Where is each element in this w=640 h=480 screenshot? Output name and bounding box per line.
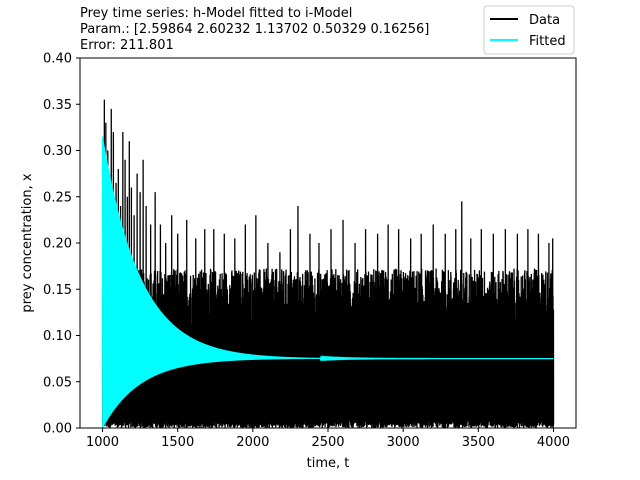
- y-tick-label: 0.00: [43, 422, 72, 437]
- y-tick-label: 0.10: [43, 329, 72, 344]
- x-tick-label: 4000: [537, 435, 570, 450]
- x-tick-label: 1000: [86, 435, 119, 450]
- chart-subtitle-params: Param.: [2.59864 2.60232 1.13702 0.50329…: [80, 22, 429, 37]
- x-tick-label: 3500: [462, 435, 495, 450]
- y-tick-label: 0.35: [43, 98, 72, 113]
- y-axis: 0.00 0.05 0.10 0.15 0.20 0.25 0.30 0.35 0.40: [43, 52, 80, 437]
- series-line-fitted: [101, 136, 554, 428]
- y-tick-label: 0.25: [43, 190, 72, 205]
- y-tick-label: 0.05: [43, 375, 72, 390]
- chart-subtitle-error: Error: 211.801: [80, 38, 174, 53]
- x-tick-label: 3000: [387, 435, 420, 450]
- legend-label-fitted: Fitted: [529, 34, 566, 49]
- y-axis-label: prey concentration, x: [20, 173, 35, 312]
- legend: Data Fitted: [483, 5, 575, 55]
- chart-title: Prey time series: h-Model fitted to i-Mo…: [80, 6, 352, 21]
- y-tick-label: 0.30: [43, 144, 72, 159]
- series-layer: [101, 99, 555, 428]
- legend-label-data: Data: [529, 13, 560, 28]
- y-tick-label: 0.20: [43, 237, 72, 252]
- x-tick-label: 2000: [236, 435, 269, 450]
- y-tick-label: 0.40: [43, 52, 72, 67]
- y-tick-label: 0.15: [43, 283, 72, 298]
- x-axis-label: time, t: [307, 456, 350, 471]
- x-axis: 1000 1500 2000 2500 3000 3500 4000: [86, 428, 570, 450]
- x-tick-label: 1500: [161, 435, 194, 450]
- x-tick-label: 2500: [311, 435, 344, 450]
